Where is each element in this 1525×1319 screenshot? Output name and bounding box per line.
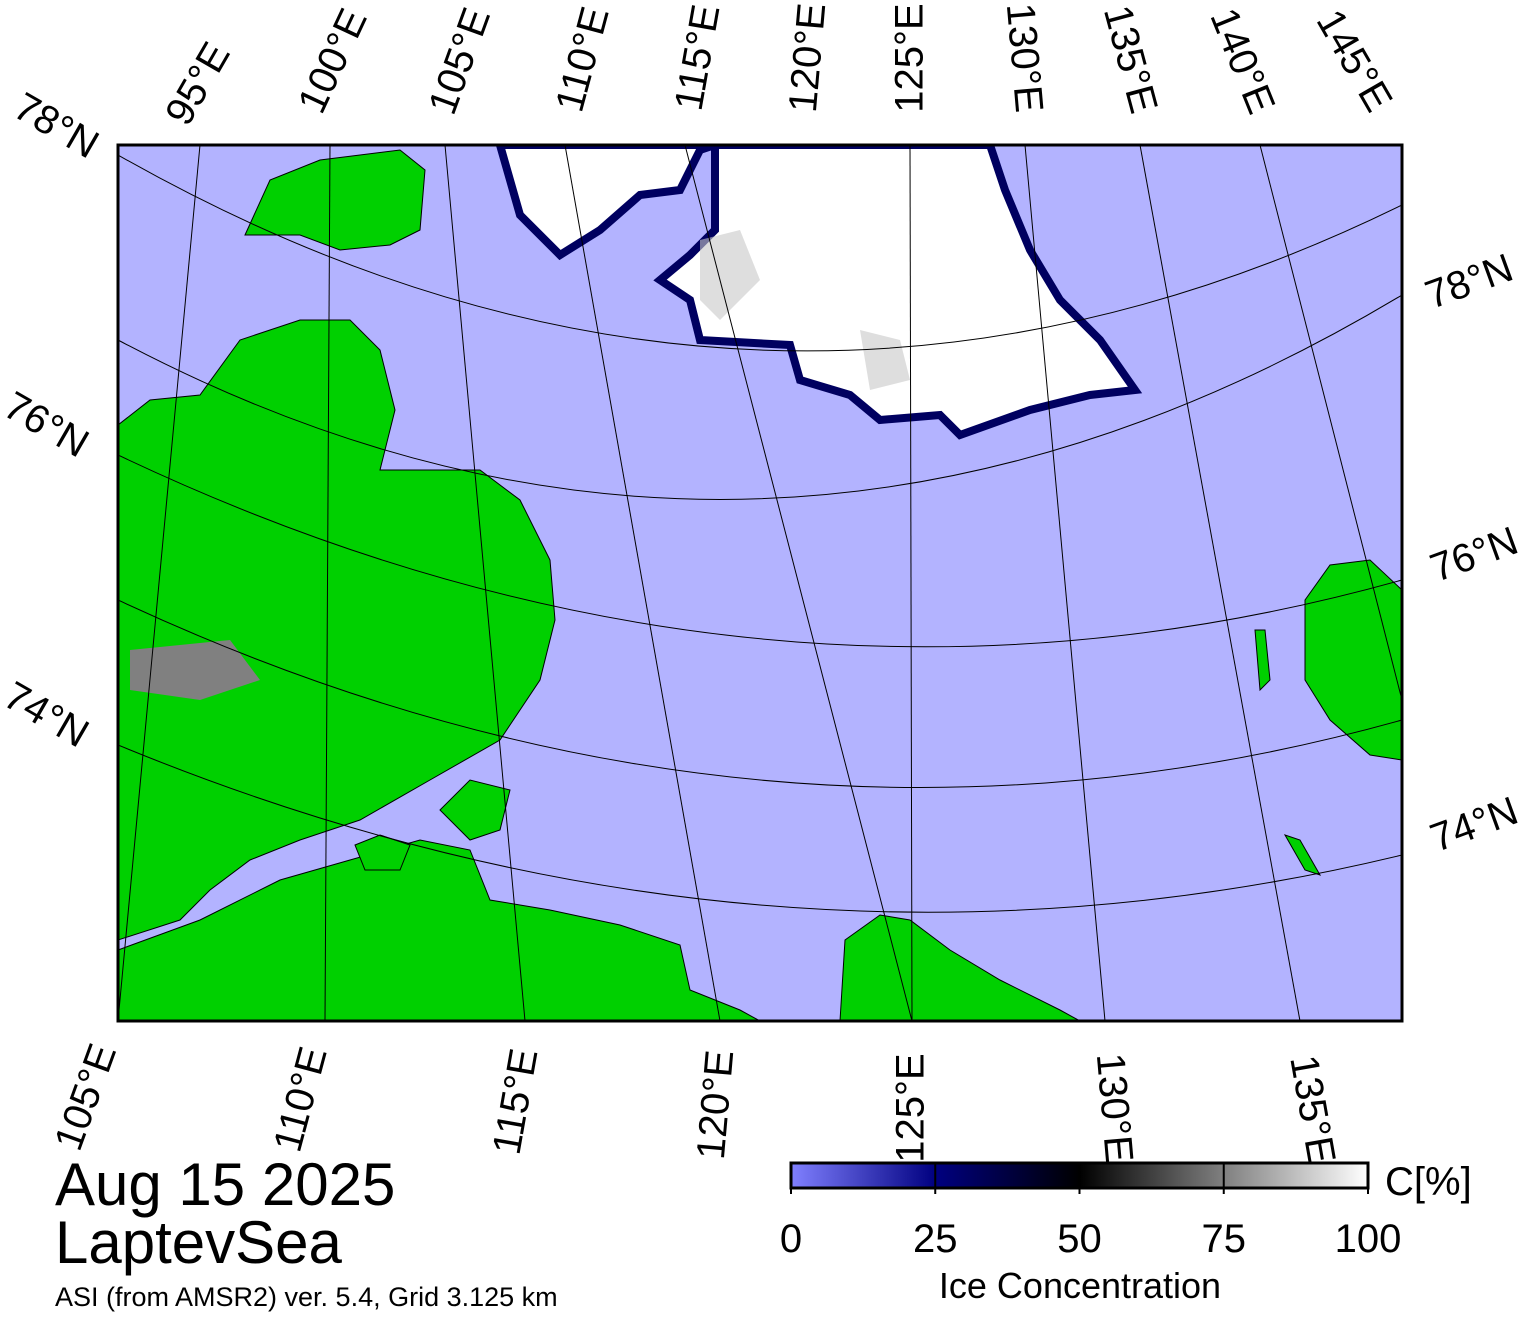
source: ASI (from AMSR2) ver. 5.4, Grid 3.125 km xyxy=(55,1282,558,1312)
region: LaptevSea xyxy=(55,1209,343,1276)
colorbar-tick-label: 75 xyxy=(1202,1217,1247,1261)
colorbar-unit: C[%] xyxy=(1385,1160,1472,1204)
land xyxy=(118,319,556,941)
graticule-label: 110°E xyxy=(548,2,618,116)
graticule-label: 115°E xyxy=(485,1045,547,1157)
graticule-label: 78°N xyxy=(7,84,106,167)
land xyxy=(244,149,426,251)
graticule-label: 140°E xyxy=(1201,2,1283,120)
colorbar-label: Ice Concentration xyxy=(939,1265,1221,1306)
graticule-label: 135°E xyxy=(1281,1052,1343,1167)
graticule-label: 78°N xyxy=(1420,246,1519,318)
graticule-label: 120°E xyxy=(689,1048,742,1161)
graticule-label: 115°E xyxy=(667,1,729,113)
date: Aug 15 2025 xyxy=(55,1151,395,1218)
land xyxy=(1254,559,1402,876)
graticule-label: 135°E xyxy=(1095,1,1166,118)
graticule-label: 125°E xyxy=(889,1053,933,1162)
colorbar-tick-label: 50 xyxy=(1057,1217,1102,1261)
graticule-label: 110°E xyxy=(266,1042,336,1156)
colorbar-tick-label: 0 xyxy=(780,1217,802,1261)
graticule-label: 125°E xyxy=(888,3,932,112)
land xyxy=(839,914,1081,1021)
graticule-label: 130°E xyxy=(998,1,1051,114)
land xyxy=(354,779,511,871)
graticule-label: 105°E xyxy=(420,2,499,120)
graticule-label: 100°E xyxy=(290,2,376,120)
map-frame xyxy=(116,143,1404,1023)
graticule-label: 120°E xyxy=(781,1,834,114)
colorbar-ticks: 0 25 50 75 100 xyxy=(780,1163,1402,1261)
graticule-label: 74°N xyxy=(0,673,96,756)
graticule-label: 105°E xyxy=(46,1038,125,1156)
colorbar-tick-label: 25 xyxy=(913,1217,958,1261)
graticule xyxy=(118,145,1402,1021)
colorbar-tick-label: 100 xyxy=(1335,1217,1402,1261)
map-area xyxy=(118,145,1402,1021)
coast-shadow xyxy=(130,640,260,700)
graticule-label: 145°E xyxy=(1308,2,1401,119)
graticule-label: 130°E xyxy=(1088,1051,1141,1164)
graticule-label: 74°N xyxy=(1425,789,1524,861)
sea-ice-gray xyxy=(700,230,910,390)
graticule-label: 95°E xyxy=(157,35,239,132)
land xyxy=(118,839,761,1021)
graticule-label: 76°N xyxy=(0,383,96,466)
graticule-label: 76°N xyxy=(1425,519,1524,591)
